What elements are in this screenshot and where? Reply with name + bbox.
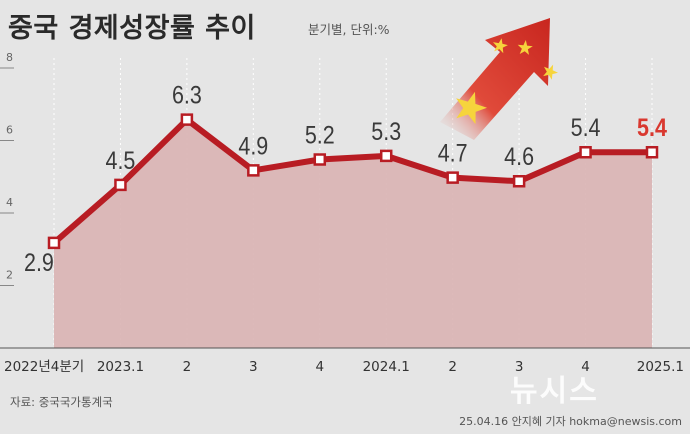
y-tick-label: 6 — [6, 124, 13, 137]
value-label: 2.9 — [24, 248, 54, 276]
value-label: 5.3 — [371, 117, 401, 145]
source-note: 자료: 중국국가통계국 — [10, 395, 113, 409]
value-label: 6.3 — [172, 81, 202, 109]
x-tick-label: 3 — [515, 359, 524, 375]
data-point — [47, 236, 61, 250]
area-fill — [54, 119, 652, 348]
data-point — [247, 164, 260, 177]
watermark-logo: 뉴시스 — [510, 374, 599, 409]
series-line — [52, 116, 652, 246]
data-point — [512, 175, 526, 188]
data-point — [379, 149, 393, 163]
data-point — [114, 178, 127, 192]
value-label: 4.6 — [504, 143, 534, 171]
x-tick-label: 2022년4분기 — [4, 359, 84, 375]
x-axis-labels: 2022년4분기 2023.1 2 3 4 2024.1 2 3 4 2025.1 — [4, 359, 684, 375]
data-point — [446, 171, 459, 184]
y-tick-label: 8 — [6, 51, 13, 64]
y-axis: 2 4 6 8 — [0, 51, 14, 286]
x-tick-label: 2024.1 — [363, 359, 410, 375]
value-label: 4.7 — [438, 139, 468, 167]
china-flag-arrow-icon — [440, 18, 558, 140]
data-point — [579, 146, 592, 159]
y-tick-label: 2 — [6, 269, 13, 282]
x-tick-label: 4 — [315, 359, 324, 375]
data-markers — [47, 113, 659, 250]
value-labels: 2.9 4.5 6.3 4.9 5.2 5.3 4.7 4.6 5.4 5.4 — [24, 81, 667, 276]
y-tick-label: 4 — [6, 196, 13, 209]
x-tick-label: 4 — [581, 359, 590, 375]
value-label: 4.9 — [238, 132, 268, 160]
unit-note: 분기별, 단위:% — [308, 22, 390, 37]
data-point — [180, 113, 194, 126]
data-point — [313, 153, 327, 166]
x-tick-label: 2023.1 — [97, 359, 144, 375]
data-point — [645, 146, 659, 159]
x-tick-label: 2025.1 — [637, 359, 684, 375]
chart-title: 중국 경제성장률 추이 — [8, 13, 256, 44]
value-label: 5.4 — [571, 114, 601, 142]
value-label: 5.4 — [637, 114, 667, 142]
x-tick-label: 2 — [183, 359, 192, 375]
x-tick-label: 3 — [249, 359, 258, 375]
byline: 25.04.16 안지혜 기자 hokma@newsis.com — [459, 415, 682, 428]
x-tick-label: 2 — [448, 359, 457, 375]
value-label: 4.5 — [106, 146, 136, 174]
value-label: 5.2 — [305, 121, 335, 149]
